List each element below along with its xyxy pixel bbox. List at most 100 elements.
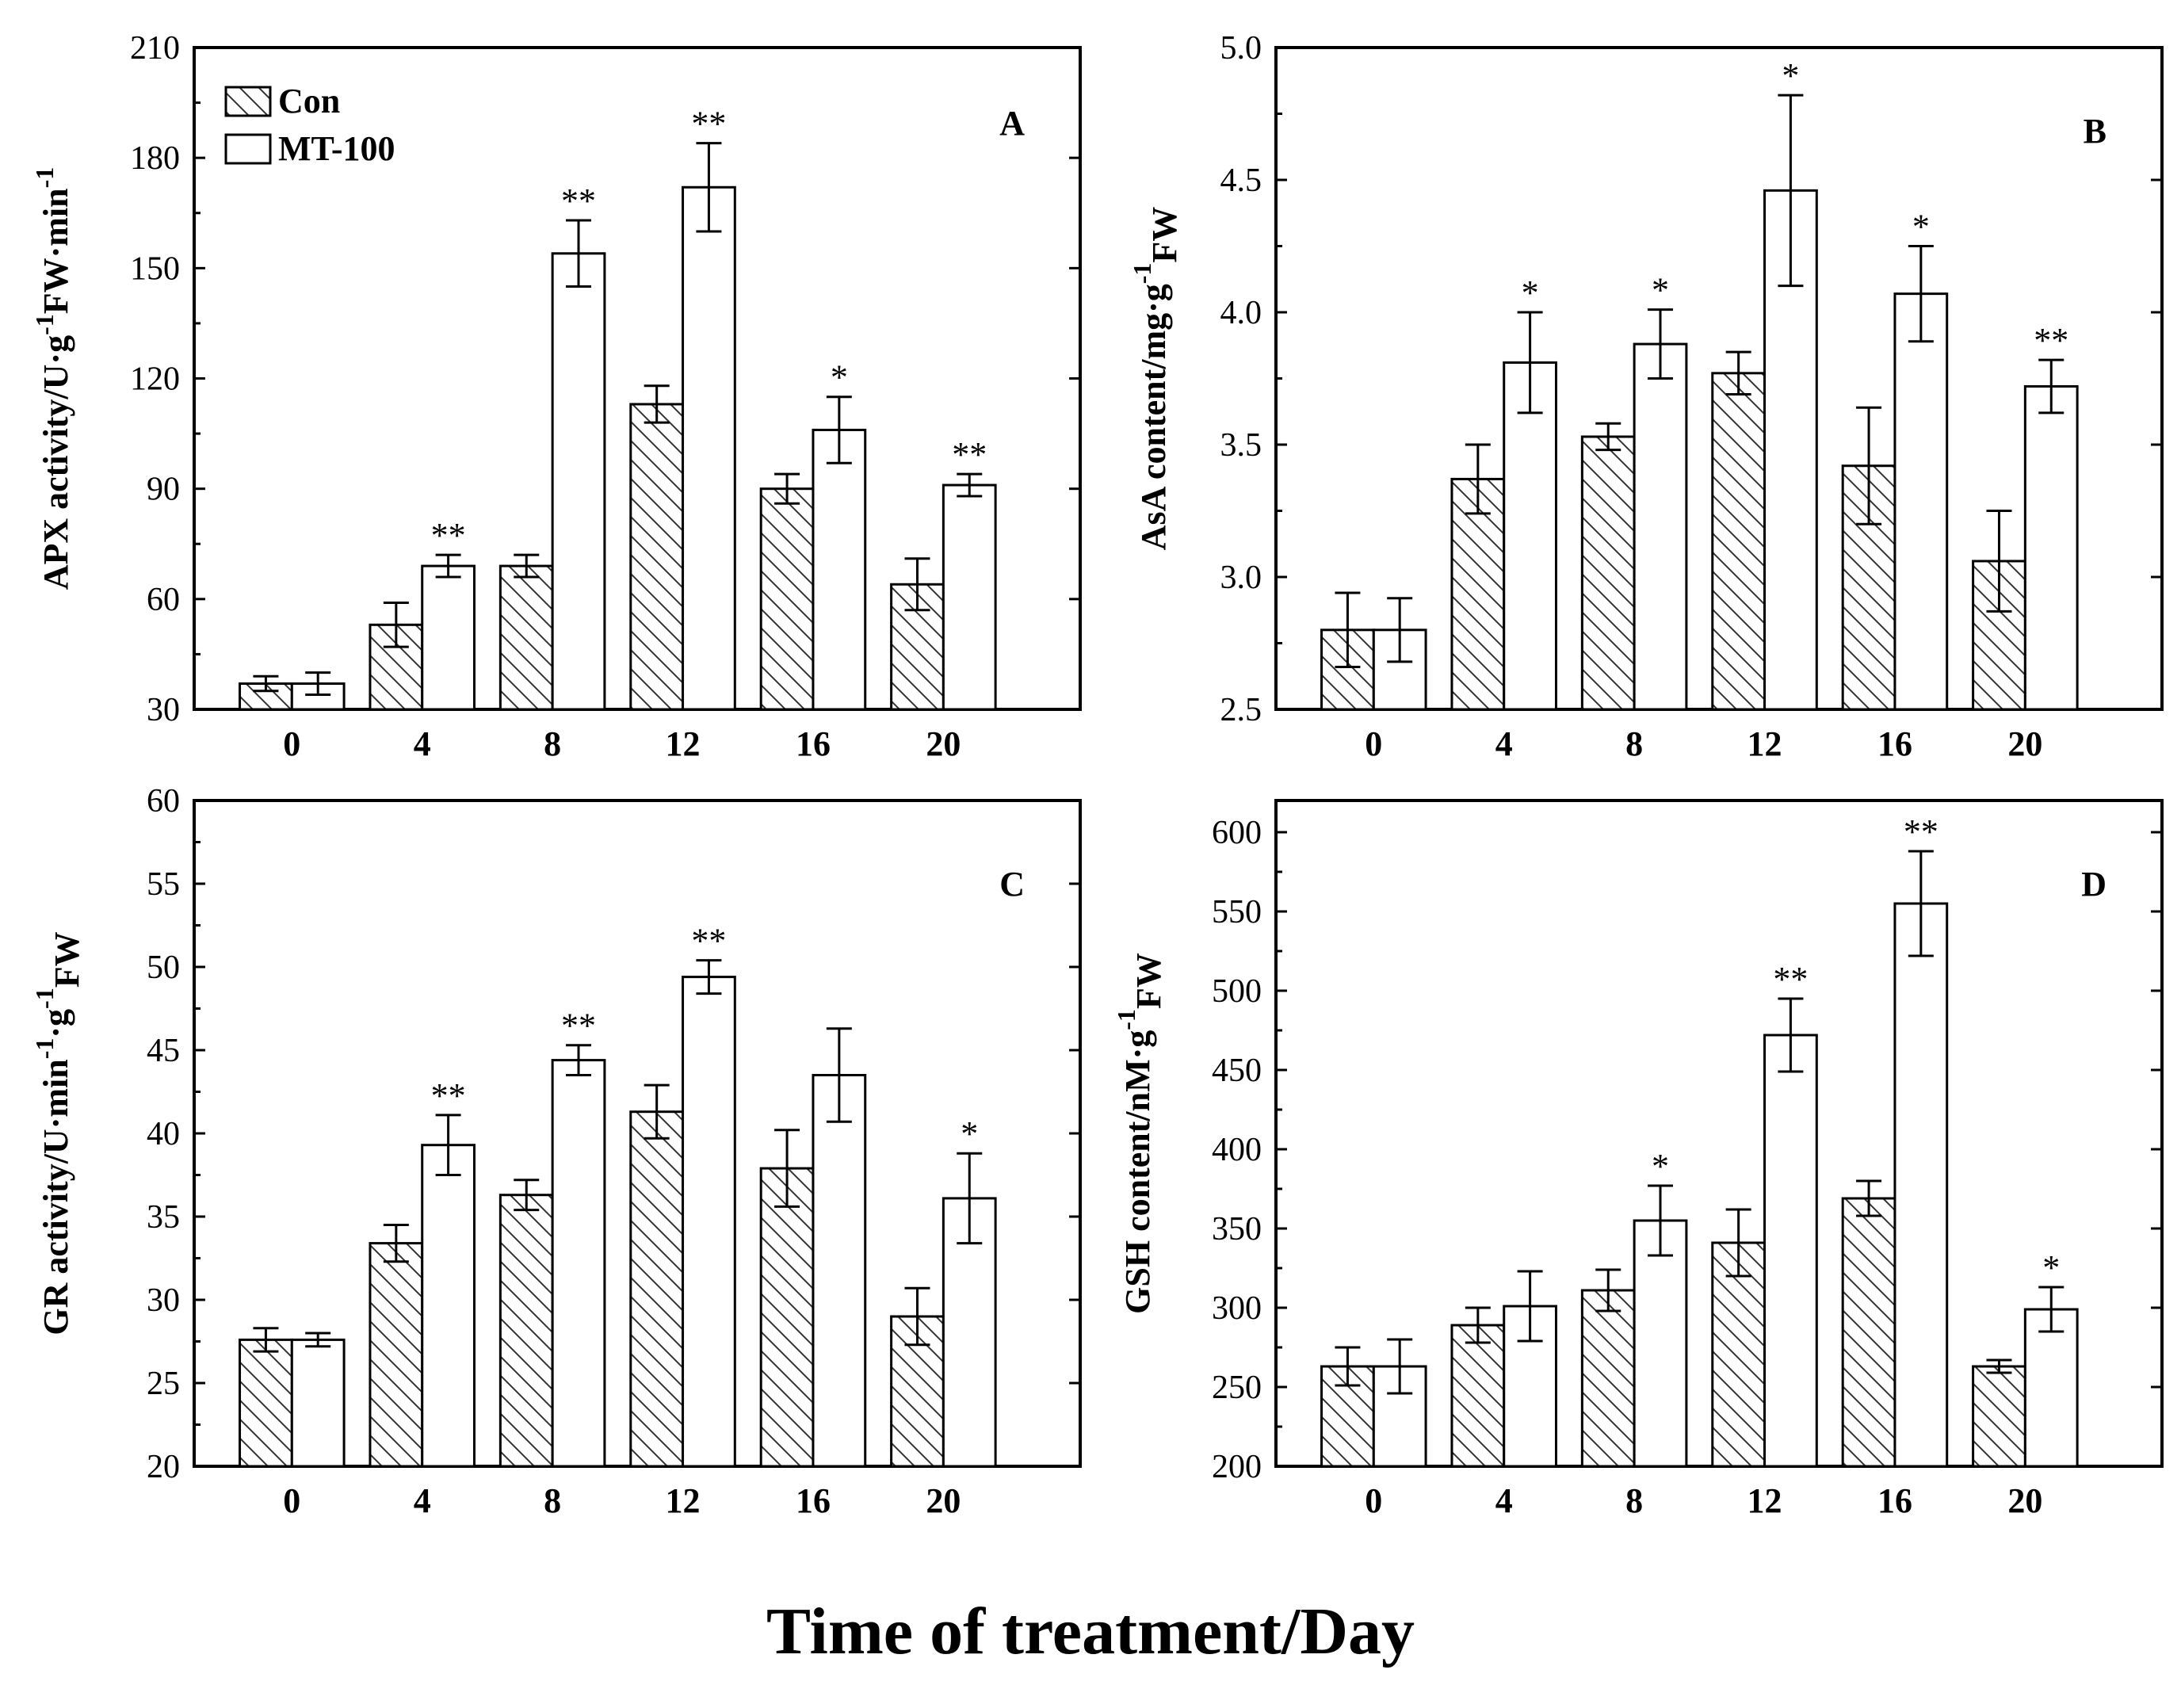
- x-tick-label: 16: [796, 724, 831, 763]
- panel-label: D: [2081, 865, 2107, 904]
- y-tick-label: 25: [147, 1366, 180, 1402]
- bar-con: [1711, 372, 1767, 711]
- bar-mt100: [551, 1059, 606, 1468]
- x-tick-label: 8: [544, 1481, 561, 1520]
- significance-label: *: [1782, 56, 1799, 95]
- significance-label: *: [2042, 1248, 2060, 1287]
- bar-con: [369, 1242, 424, 1468]
- y-tick-label: 600: [1212, 815, 1262, 851]
- x-tick-label: 4: [414, 1481, 431, 1520]
- bar-mt100: [2023, 385, 2079, 711]
- x-tick-label: 4: [1495, 1481, 1513, 1520]
- y-tick-label: 5.0: [1220, 30, 1262, 67]
- bar-mt100: [682, 185, 736, 711]
- x-tick-label: 16: [1877, 724, 1912, 763]
- significance-label: *: [1912, 208, 1930, 246]
- bar-mt100: [1763, 1034, 1818, 1468]
- x-tick-label: 12: [1747, 724, 1782, 763]
- bar-con: [759, 487, 815, 711]
- bar-mt100: [812, 1074, 867, 1468]
- bar-con: [1580, 435, 1636, 711]
- x-tick-label: 20: [2007, 724, 2042, 763]
- y-tick-label: 200: [1212, 1449, 1262, 1485]
- x-tick-label: 12: [1747, 1481, 1782, 1520]
- significance-label: **: [691, 922, 726, 961]
- x-tick-label: 20: [926, 1481, 961, 1520]
- x-tick-label: 12: [666, 1481, 701, 1520]
- bar-mt100: [421, 1144, 476, 1468]
- x-tick-label: 0: [283, 724, 300, 763]
- x-tick-label: 20: [2007, 1481, 2042, 1520]
- bar-mt100: [812, 428, 867, 711]
- bar-con: [1450, 1324, 1506, 1468]
- y-tick-label: 150: [130, 250, 180, 287]
- x-tick-label: 16: [1877, 1481, 1912, 1520]
- y-axis-label-sup: -1: [30, 167, 59, 189]
- y-tick-label: 45: [147, 1033, 180, 1069]
- bar-mt100: [551, 252, 606, 711]
- bar-mt100: [1503, 361, 1557, 711]
- panel-label: B: [2084, 112, 2107, 151]
- panel-label: C: [999, 865, 1025, 904]
- significance-label: *: [831, 358, 848, 397]
- y-tick-label: 4.5: [1220, 162, 1262, 199]
- y-tick-label: 250: [1212, 1370, 1262, 1406]
- significance-label: **: [1773, 960, 1808, 999]
- y-axis-label-sup: -1: [1128, 263, 1156, 285]
- y-axis-label-sup: -1: [30, 988, 59, 1009]
- x-tick-label: 4: [1495, 724, 1513, 763]
- y-tick-label: 120: [130, 361, 180, 398]
- x-tick-label: 12: [666, 724, 701, 763]
- y-axis-label-text: FW: [1129, 953, 1168, 1009]
- significance-label: *: [1522, 273, 1539, 312]
- y-axis-label-text: FW: [1145, 207, 1184, 263]
- bar-con: [1450, 477, 1506, 711]
- y-tick-label: 35: [147, 1199, 180, 1236]
- significance-label: **: [1904, 812, 1938, 851]
- bar-mt100: [1893, 292, 1949, 711]
- y-tick-label: 55: [147, 866, 180, 903]
- panel-label: A: [999, 104, 1025, 143]
- bar-con: [629, 1110, 685, 1468]
- significance-label: **: [2034, 321, 2068, 360]
- x-tick-label: 0: [283, 1481, 300, 1520]
- bar-con: [1972, 1365, 2026, 1468]
- significance-label: *: [1652, 1147, 1669, 1186]
- y-tick-label: 2.5: [1220, 692, 1262, 728]
- y-tick-label: 550: [1212, 894, 1262, 930]
- y-tick-label: 90: [147, 472, 180, 508]
- bar-con: [1320, 1365, 1375, 1468]
- y-tick-label: 20: [147, 1449, 180, 1485]
- bar-mt100: [2023, 1308, 2079, 1468]
- bar-con: [498, 1194, 554, 1468]
- bar-con: [759, 1167, 815, 1468]
- x-tick-label: 8: [544, 724, 561, 763]
- bar-con: [239, 1338, 293, 1468]
- legend-swatch-con: [224, 86, 272, 117]
- y-tick-label: 4.0: [1220, 295, 1262, 331]
- bar-mt100: [942, 483, 997, 711]
- x-tick-label: 20: [926, 724, 961, 763]
- y-tick-label: 450: [1212, 1053, 1262, 1089]
- y-tick-label: 30: [147, 1282, 180, 1319]
- y-axis-label-text: GSH content/nM·g: [1118, 1030, 1157, 1314]
- y-tick-label: 60: [147, 783, 180, 820]
- y-axis-label: APX activity/U·g-1FW·min-1: [30, 167, 75, 590]
- y-tick-label: 350: [1212, 1211, 1262, 1248]
- bar-mt100: [1633, 1219, 1688, 1468]
- bar-mt100: [682, 976, 736, 1468]
- y-tick-label: 30: [147, 692, 180, 728]
- y-tick-label: 300: [1212, 1290, 1262, 1327]
- y-tick-label: 40: [147, 1116, 180, 1152]
- y-axis-label-sup: -1: [1112, 1009, 1140, 1030]
- significance-label: **: [952, 435, 987, 474]
- y-axis-label-sup: -1: [30, 314, 59, 335]
- y-tick-label: 60: [147, 582, 180, 618]
- y-axis-label-text: FW: [48, 931, 86, 988]
- y-tick-label: 400: [1212, 1132, 1262, 1168]
- significance-label: **: [431, 1076, 466, 1115]
- y-axis-label: GSH content/nM·g-1FW: [1112, 953, 1168, 1314]
- bar-con: [369, 623, 424, 711]
